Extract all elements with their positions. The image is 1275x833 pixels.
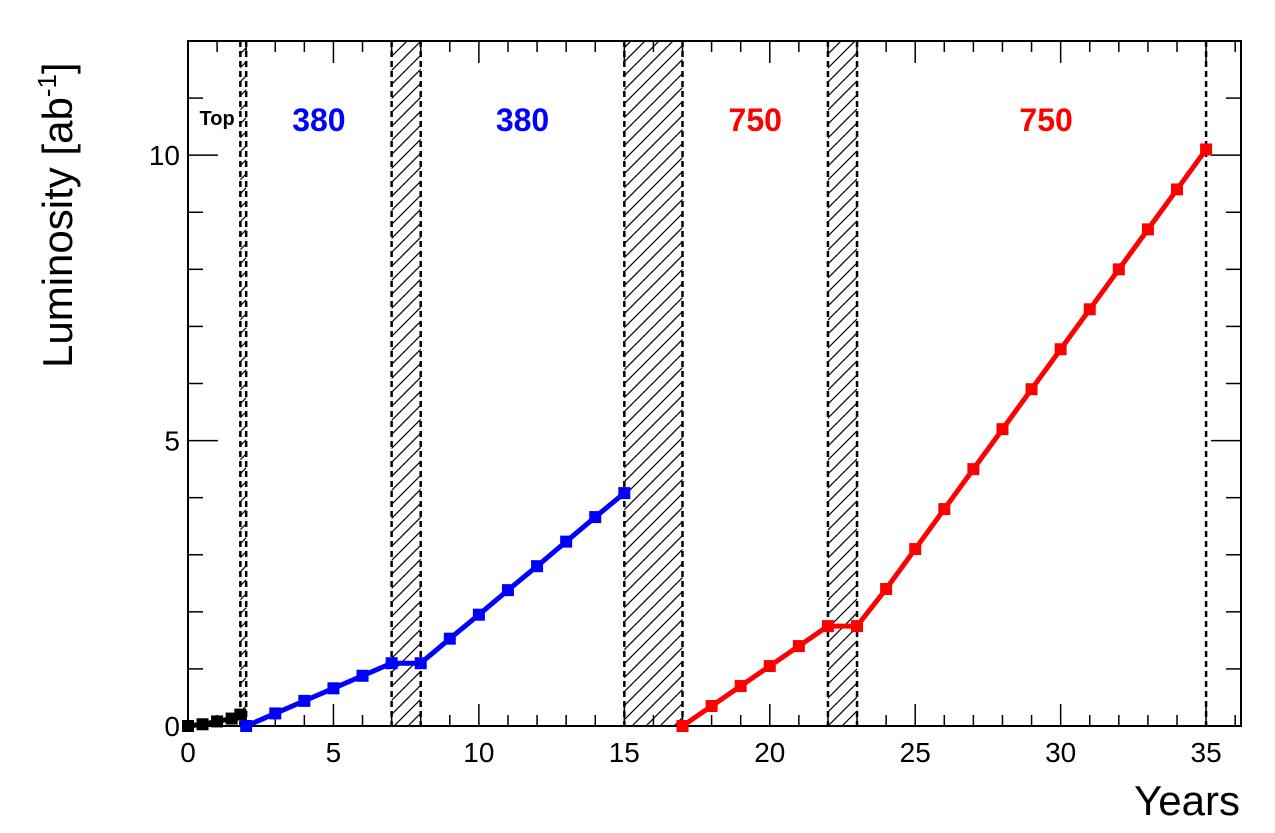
x-tick-label: 0 (180, 737, 196, 768)
data-point (234, 708, 247, 721)
data-point (269, 707, 282, 720)
data-point (1025, 383, 1038, 396)
hatched-band (624, 41, 683, 726)
data-point (792, 640, 805, 653)
plot-frame (187, 40, 1242, 727)
data-point (1112, 263, 1125, 276)
data-point (501, 584, 514, 597)
x-tick-label: 10 (463, 737, 494, 768)
x-tick-label: 15 (609, 737, 640, 768)
region-label: 750 (729, 102, 782, 138)
data-point (1200, 143, 1213, 156)
data-point (182, 720, 194, 732)
hatched-band (827, 41, 858, 726)
y-tick-label: 10 (149, 140, 180, 171)
y-axis-title-main: Luminosity [ab (34, 97, 81, 368)
data-point (1054, 343, 1067, 356)
series-line (681, 147, 1209, 729)
x-tick-label: 30 (1045, 737, 1076, 768)
data-point (240, 720, 253, 732)
y-tick-label: 5 (164, 426, 180, 457)
region-label: Top (200, 108, 235, 130)
x-tick-label: 25 (900, 737, 931, 768)
region-label: 380 (496, 102, 549, 138)
data-point (938, 503, 951, 516)
x-tick-label: 5 (326, 737, 342, 768)
data-point (996, 423, 1009, 436)
region-label: 750 (1019, 102, 1072, 138)
plot-border (187, 40, 1242, 727)
y-axis-title-close: ] (34, 62, 81, 74)
data-point (909, 543, 922, 556)
data-point (211, 715, 224, 728)
data-point (763, 660, 776, 673)
axis-ticks: 0 5 10 15 20 25 30 35 0 5 10 (149, 40, 1241, 768)
data-point (531, 560, 544, 573)
data-point (327, 682, 340, 695)
y-axis-title-exponent: -1 (32, 74, 62, 97)
region-label: 380 (292, 102, 345, 138)
data-point (1083, 303, 1096, 316)
data-point (880, 583, 893, 595)
data-point (1171, 183, 1184, 196)
data-point (443, 632, 456, 645)
data-point (618, 487, 631, 500)
shaded-bands (239, 41, 1208, 726)
x-tick-label: 35 (1191, 737, 1222, 768)
data-series (182, 143, 1213, 732)
data-point (851, 620, 864, 633)
x-tick-label: 20 (754, 737, 785, 768)
y-tick-label: 0 (164, 711, 180, 742)
x-axis-title: Years (1134, 777, 1240, 824)
y-axis-title: Luminosity [ab-1] (32, 62, 81, 368)
data-point (356, 669, 369, 682)
region-labels: Top 380 380 750 750 (200, 102, 1073, 138)
data-point (385, 657, 398, 670)
data-point (676, 720, 689, 732)
hatched-band (391, 41, 421, 726)
data-point (589, 511, 602, 524)
series-line (245, 491, 626, 729)
data-point (298, 694, 311, 707)
data-point (705, 700, 718, 713)
data-point (734, 680, 747, 693)
data-point (472, 608, 485, 621)
data-point (560, 535, 573, 548)
hatched-band (240, 41, 247, 726)
data-point (821, 620, 834, 633)
data-point (196, 718, 209, 731)
data-point (967, 463, 980, 476)
data-point (1141, 223, 1154, 236)
data-point (414, 657, 427, 670)
